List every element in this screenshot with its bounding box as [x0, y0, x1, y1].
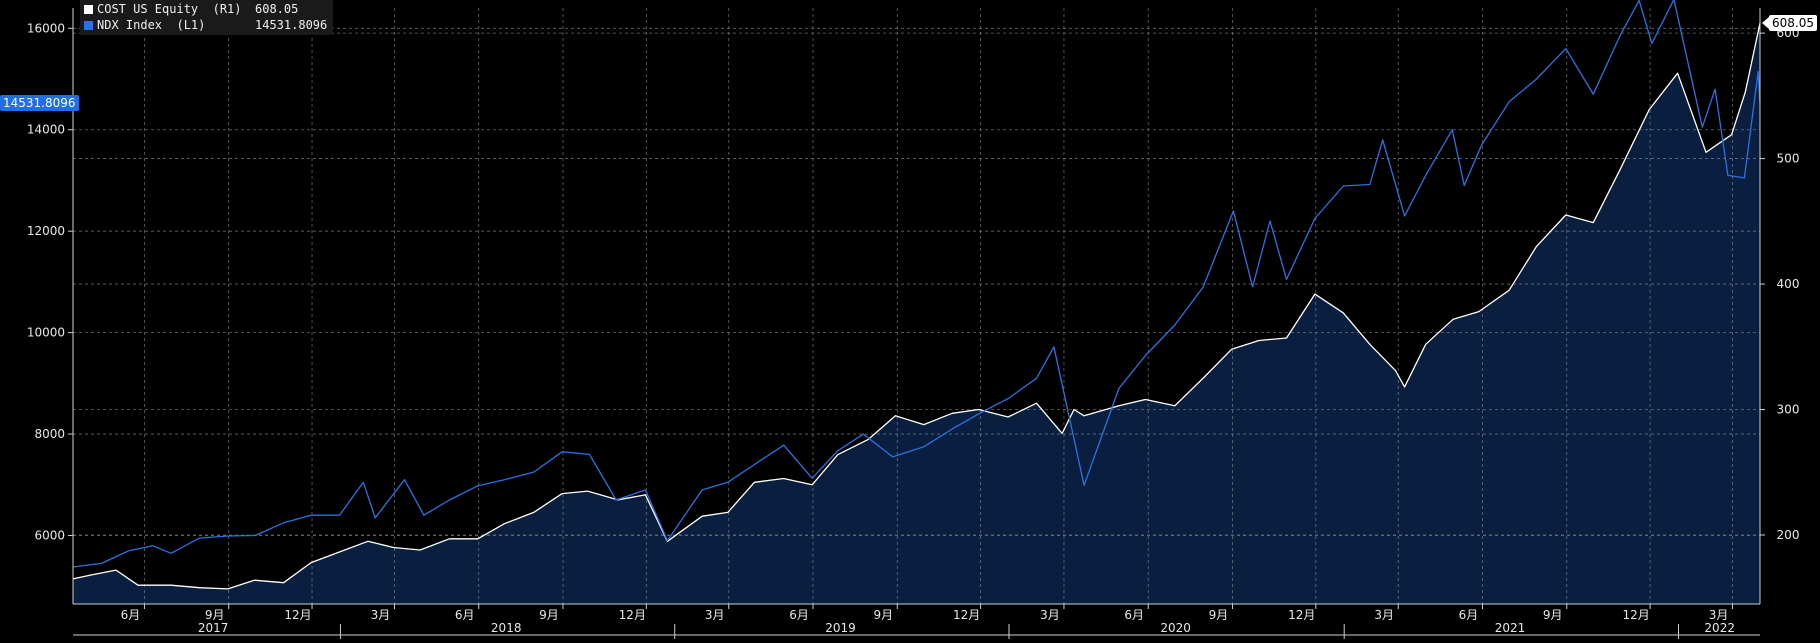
month-tick-label: 9月	[1543, 608, 1563, 622]
month-tick-label: 3月	[705, 608, 725, 622]
month-tick-label: 12月	[953, 608, 980, 622]
ndx-series-line	[72, 0, 1761, 568]
year-label: 2018	[491, 621, 522, 635]
left-tick-label: 14000	[27, 123, 65, 137]
chart-legend: COST US Equity (R1) 608.05 NDX Index (L1…	[80, 0, 334, 35]
month-tick-label: 12月	[1288, 608, 1315, 622]
cost-swatch-icon	[84, 4, 93, 14]
cost-area-fill	[73, 23, 1760, 604]
month-tick-label: 3月	[1374, 608, 1394, 622]
left-tick-label: 16000	[27, 21, 65, 35]
month-tick-label: 12月	[619, 608, 646, 622]
ndx-swatch-icon	[84, 20, 93, 30]
month-tick-label: 3月	[371, 608, 391, 622]
year-label: 2017	[198, 621, 229, 635]
month-tick-label: 12月	[284, 608, 311, 622]
legend-item-ndx: NDX Index (L1) 14531.8096	[84, 17, 327, 33]
month-tick-label: 6月	[1459, 608, 1479, 622]
month-tick-label: 6月	[121, 608, 141, 622]
month-tick-label: 6月	[455, 608, 475, 622]
year-label: 2020	[1160, 621, 1191, 635]
left-tick-label: 10000	[27, 326, 65, 340]
right-tick-label: 200	[1777, 528, 1800, 542]
month-tick-label: 3月	[1040, 608, 1060, 622]
month-tick-label: 9月	[873, 608, 893, 622]
left-tick-label: 6000	[34, 529, 65, 543]
month-tick-label: 9月	[539, 608, 559, 622]
cost-series-line	[72, 22, 1761, 590]
legend-label-cost: COST US Equity (R1)	[97, 2, 242, 16]
right-tick-label: 400	[1777, 277, 1800, 291]
month-tick-label: 6月	[1124, 608, 1144, 622]
ndx-last-value-tag: 14531.8096	[0, 94, 79, 111]
month-tick-label: 9月	[1209, 608, 1229, 622]
right-tick-label: 500	[1777, 152, 1800, 166]
left-tick-label: 12000	[27, 224, 65, 238]
right-tick-label: 300	[1777, 403, 1800, 417]
year-label: 2021	[1495, 621, 1526, 635]
year-label: 2022	[1704, 621, 1735, 635]
legend-value-ndx: 14531.8096	[255, 18, 328, 32]
month-tick-label: 9月	[205, 608, 225, 622]
year-label: 2019	[825, 621, 856, 635]
cost-last-value-marker	[1762, 16, 1769, 29]
legend-value-cost: 608.05	[255, 2, 299, 16]
legend-label-ndx: NDX Index (L1)	[97, 18, 206, 32]
cost-last-value-tag: 608.05	[1769, 14, 1817, 31]
legend-item-cost: COST US Equity (R1) 608.05	[84, 1, 327, 17]
left-tick-label: 8000	[34, 427, 65, 441]
month-tick-label: 3月	[1709, 608, 1729, 622]
month-tick-label: 6月	[789, 608, 809, 622]
month-tick-label: 12月	[1622, 608, 1649, 622]
